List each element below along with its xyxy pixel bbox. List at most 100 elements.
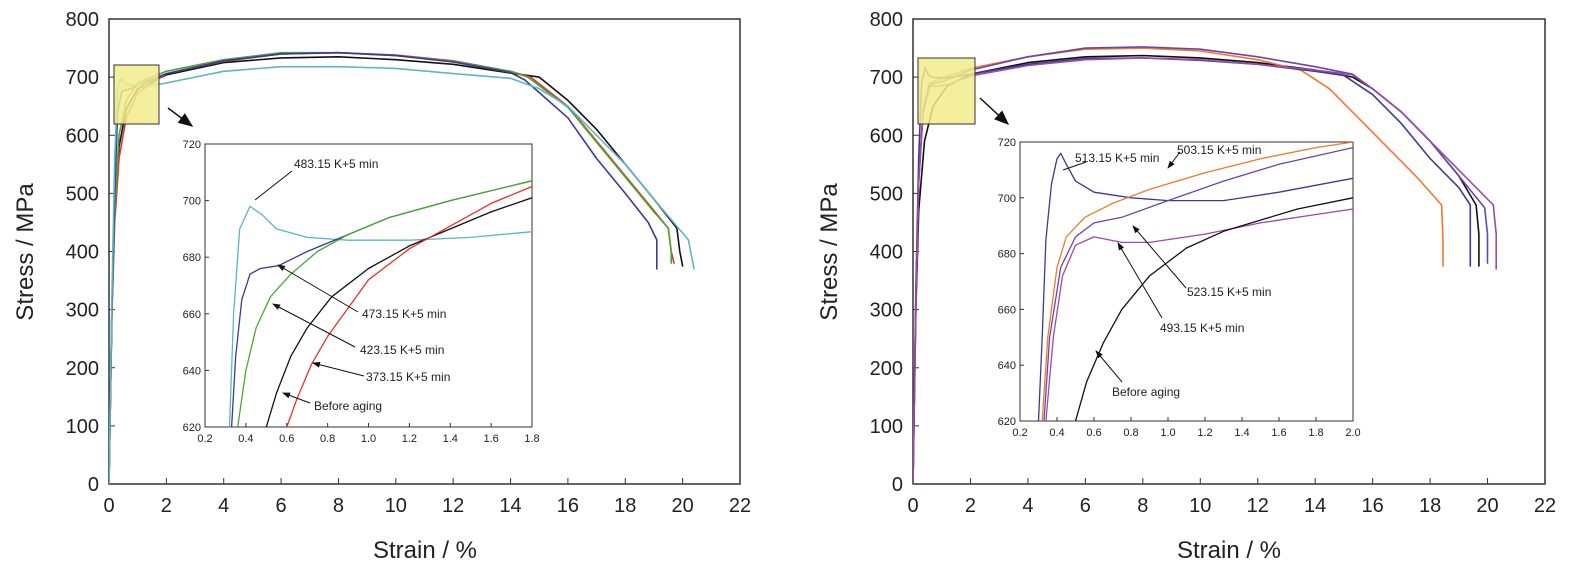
- left-x-tick-labels: 0 2 4 6 8 10 12 14 16 18 20 22: [103, 478, 751, 517]
- right-inset-x-tick-label: 0.2: [1012, 427, 1027, 439]
- right-inset-y-tick-label: 660: [998, 304, 1016, 316]
- right-x-tick-label: 18: [1419, 495, 1441, 517]
- right-y-tick-label: 100: [870, 416, 903, 438]
- right-x-tick-label: 4: [1022, 495, 1033, 517]
- right-inset-plot-area: [1019, 141, 1354, 422]
- right-x-tick-label: 22: [1534, 495, 1556, 517]
- right-y-tick-label: 200: [870, 358, 903, 380]
- left-zoom-arrow: [167, 107, 194, 127]
- left-inset-y-tick-label: 640: [183, 365, 201, 377]
- left-y-tick-label: 500: [66, 183, 99, 205]
- right-ann-before-arrow: [1095, 350, 1123, 383]
- right-inset-series-line-black: [1074, 197, 1353, 421]
- left-x-tick-label: 18: [614, 495, 636, 517]
- right-x-tick-label: 20: [1476, 495, 1498, 517]
- right-y-tick-labels: 0 100 200 300 400 500 600 700 800: [870, 9, 919, 496]
- left-ann-473-label: 473.15 K+5 min: [362, 307, 446, 321]
- left-ann-423-arrow: [272, 303, 356, 348]
- right-x-tick-labels: 0 2 4 6 8 10 12 14 16 18 20 22: [907, 478, 1556, 517]
- right-inset-y-tick-label: 700: [998, 193, 1016, 205]
- left-x-tick-label: 6: [276, 495, 287, 517]
- left-inset-y-tick-label: 620: [183, 422, 201, 434]
- left-inset-y-tick-label: 700: [183, 196, 201, 208]
- left-ann-before-arrow: [282, 392, 311, 404]
- left-inset-x-tick-label: 1.4: [443, 433, 458, 445]
- left-inset-x-tick-label: 0.2: [197, 433, 212, 445]
- right-inset-x-tick-label: 0.8: [1123, 427, 1138, 439]
- left-ann-before-label: Before aging: [314, 399, 382, 413]
- left-y-tick-label: 800: [66, 9, 99, 31]
- left-inset-series-line-cyan: [228, 205, 532, 427]
- right-inset-x-tick-label: 1.0: [1160, 427, 1175, 439]
- left-x-tick-label: 22: [729, 495, 751, 517]
- left-ann-483-label: 483.15 K+5 min: [294, 157, 378, 171]
- left-x-tick-label: 14: [499, 495, 521, 517]
- left-inset-x-tick-label: 0.6: [279, 433, 294, 445]
- right-ann-523-arrow: [1132, 225, 1187, 289]
- left-ann-423-label: 423.15 K+5 min: [360, 343, 444, 357]
- left-chart: 0 100 200 300 400 500 600 700 800 0 2 4 6 8 10 12 14 16 1…: [12, 9, 751, 564]
- left-x-tick-label: 16: [557, 495, 579, 517]
- left-inset-plot-area: [204, 143, 533, 428]
- right-inset-x-tick-labels: 0.2 0.4 0.6 0.8 1.0 1.2 1.4 1.6 1.8 2.0: [1012, 417, 1361, 439]
- right-chart: 0 100 200 300 400 500 600 700 800 0 2 4 6 8 10 12 14 16 1…: [816, 9, 1556, 564]
- left-y-tick-label: 300: [66, 300, 99, 322]
- right-inset-series-line-orange: [1041, 142, 1353, 421]
- left-inset-y-tick-labels: 620 640 660 680 700 720: [183, 139, 209, 434]
- right-inset-series-line-purple: [1043, 146, 1353, 421]
- right-x-tick-label: 2: [965, 495, 976, 517]
- left-inset-y-tick-label: 680: [183, 252, 201, 264]
- right-inset-x-tick-label: 1.4: [1234, 427, 1249, 439]
- right-ann-513-label: 513.15 K+5 min: [1075, 151, 1159, 165]
- left-ann-483-arrow: [254, 170, 293, 201]
- right-x-tick-label: 16: [1362, 495, 1384, 517]
- left-inset-x-tick-label: 1.0: [361, 433, 376, 445]
- left-inset-y-tick-label: 660: [183, 309, 201, 321]
- right-inset-x-tick-label: 0.6: [1086, 427, 1101, 439]
- left-x-tick-label: 4: [218, 495, 229, 517]
- left-y-axis-title: Stress / MPa: [12, 183, 39, 321]
- left-y-tick-label: 600: [66, 125, 99, 147]
- left-ann-373-arrow: [312, 361, 365, 377]
- left-y-tick-label: 200: [66, 358, 99, 380]
- right-x-axis-title: Strain / %: [1177, 537, 1281, 564]
- left-x-tick-label: 20: [672, 495, 694, 517]
- right-ann-493-arrow: [1117, 242, 1163, 319]
- left-y-tick-labels: 0 100 200 300 400 500 600 700 800: [66, 9, 115, 496]
- left-zoom-highlight-box: [113, 64, 160, 125]
- right-y-tick-label: 300: [870, 300, 903, 322]
- right-x-tick-label: 10: [1189, 495, 1211, 517]
- right-y-axis-title: Stress / MPa: [816, 183, 843, 321]
- left-inset-x-tick-label: 1.2: [402, 433, 417, 445]
- right-x-tick-label: 6: [1080, 495, 1091, 517]
- left-x-tick-label: 10: [385, 495, 407, 517]
- right-inset-x-tick-label: 1.2: [1197, 427, 1212, 439]
- right-zoom-highlight-box: [917, 57, 976, 125]
- left-ann-373-label: 373.15 K+5 min: [366, 370, 450, 384]
- right-y-tick-label: 400: [870, 242, 903, 264]
- right-y-tick-label: 800: [870, 9, 903, 31]
- right-inset-x-tick-label: 1.8: [1308, 427, 1323, 439]
- right-ann-503-label: 503.15 K+5 min: [1177, 143, 1261, 157]
- right-x-tick-label: 8: [1137, 495, 1148, 517]
- right-y-tick-label: 500: [870, 183, 903, 205]
- left-y-tick-label: 0: [88, 474, 99, 496]
- left-inset-y-tick-label: 720: [183, 139, 201, 151]
- left-y-tick-label: 100: [66, 416, 99, 438]
- right-x-tick-label: 0: [907, 495, 918, 517]
- right-inset-y-tick-labels: 620 640 660 680 700 720: [998, 137, 1024, 428]
- left-ann-473-arrow: [277, 264, 359, 313]
- right-x-tick-label: 14: [1304, 495, 1326, 517]
- left-y-tick-label: 400: [66, 242, 99, 264]
- right-inset-y-tick-label: 680: [998, 249, 1016, 261]
- right-inset-y-tick-label: 640: [998, 360, 1016, 372]
- left-inset-x-tick-labels: 0.2 0.4 0.6 0.8 1.0 1.2 1.4 1.6 1.8: [197, 423, 540, 445]
- left-x-axis-title: Strain / %: [373, 537, 477, 564]
- right-ann-503-arrow: [1167, 151, 1181, 169]
- right-ann-493-label: 493.15 K+5 min: [1160, 321, 1244, 335]
- right-inset-y-tick-label: 720: [998, 137, 1016, 149]
- right-inset-x-tick-label: 0.4: [1049, 427, 1064, 439]
- right-inset-x-tick-label: 1.6: [1271, 427, 1286, 439]
- left-inset-series-line-green: [237, 180, 532, 427]
